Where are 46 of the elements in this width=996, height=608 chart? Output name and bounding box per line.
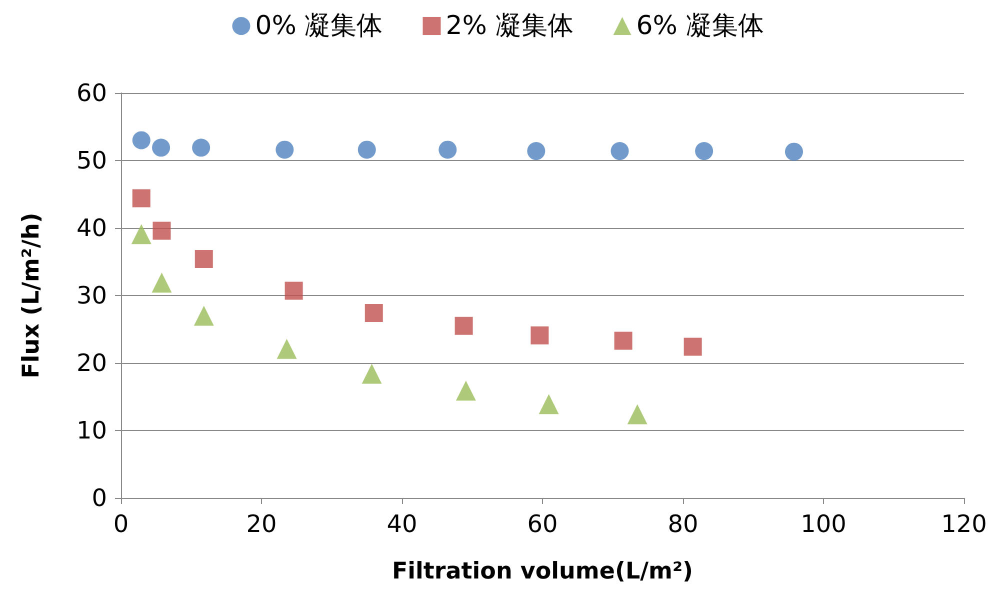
legend-label: 2% 凝集体	[446, 11, 574, 41]
x-tick-label: 0	[113, 510, 129, 538]
x-tick-label: 60	[527, 510, 558, 538]
y-tick-label: 0	[92, 484, 107, 512]
point	[131, 224, 152, 244]
point	[530, 326, 549, 344]
point	[364, 304, 383, 322]
point	[362, 364, 382, 384]
y-tick-label: 20	[76, 349, 107, 377]
y-tick-label: 60	[76, 79, 107, 107]
y-tick-label: 50	[76, 146, 107, 174]
point	[614, 332, 632, 350]
point	[454, 316, 473, 335]
point	[194, 250, 213, 268]
point	[192, 138, 210, 157]
x-tick-label: 120	[941, 510, 987, 538]
point	[610, 142, 629, 160]
point	[695, 142, 714, 160]
point	[627, 404, 648, 424]
y-axis-title: Flux (L/m²/h)	[18, 212, 44, 378]
legend-label: 6% 凝集体	[636, 11, 764, 41]
point	[284, 282, 303, 300]
y-tick-label: 30	[76, 282, 107, 310]
x-tick-label: 80	[668, 510, 698, 538]
point	[194, 306, 214, 326]
x-tick-label: 100	[800, 510, 846, 538]
x-tick-label: 40	[386, 510, 418, 538]
point	[152, 272, 172, 293]
x-tick-label: 20	[246, 510, 277, 538]
point	[438, 140, 457, 159]
point	[276, 140, 294, 159]
point	[152, 138, 170, 157]
point	[456, 380, 476, 401]
point	[684, 338, 702, 356]
point	[132, 131, 150, 150]
point	[358, 140, 376, 159]
y-tick-label: 10	[76, 416, 107, 444]
point	[538, 394, 559, 414]
point	[132, 189, 150, 208]
x-axis-title: Filtration volume(L/m²)	[392, 558, 694, 584]
point	[527, 142, 546, 160]
point	[785, 142, 803, 161]
point	[152, 222, 171, 240]
y-tick-label: 40	[76, 214, 107, 242]
legend-label: 0% 凝集体	[255, 11, 383, 41]
point	[276, 338, 297, 359]
